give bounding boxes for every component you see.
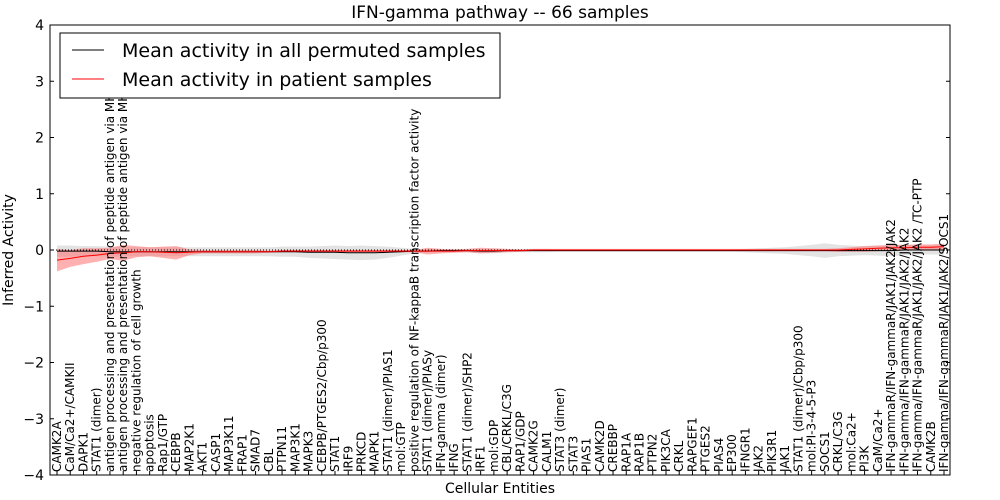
x-tick-label: STAT1 (dimer)/PIASy xyxy=(421,350,435,472)
x-tick-label: positive regulation of NF-kappaB transcr… xyxy=(407,109,421,472)
y-tick-label: 3 xyxy=(35,74,44,90)
x-tick-label: STAT3 (dimer) xyxy=(553,388,567,472)
plot-frame xyxy=(49,24,951,476)
x-tick-label: PIK3R1 xyxy=(765,430,779,472)
x-tick-label: CBL/CRKL/C3G xyxy=(500,384,514,472)
x-tick-label: mol:GDP xyxy=(487,420,501,472)
x-tick-label: apoptosis xyxy=(143,414,157,472)
x-tick-label: AKT1 xyxy=(196,442,210,472)
x-tick-label: CBL xyxy=(262,448,276,472)
x-tick-label: IFN-gammaR/IFN-gammaR/JAK1/JAK2/JAK2 xyxy=(884,219,898,472)
y-tick-label: 0 xyxy=(35,243,44,259)
x-tick-label: MAP2K1 xyxy=(182,423,196,472)
x-tick-label: antigen processing and presentation of p… xyxy=(103,43,117,472)
x-tick-label: CaM/Ca2+/CAMKII xyxy=(63,363,77,472)
x-tick-label: STAT3 xyxy=(566,436,580,472)
x-tick-label: negative regulation of cell growth xyxy=(129,269,143,472)
x-tick-label: CEBPB xyxy=(169,432,183,472)
x-tick-label: JAK2 xyxy=(752,445,766,473)
legend: Mean activity in all permuted samples Mea… xyxy=(59,32,501,99)
x-tick-label: Rap1/GTP xyxy=(156,414,170,472)
legend-label-permuted: Mean activity in all permuted samples xyxy=(122,40,485,62)
x-tick-label: antigen processing and presentation of p… xyxy=(116,43,130,472)
x-tick-label: PI3K xyxy=(858,445,872,472)
x-tick-label: CaM/Ca2+ xyxy=(871,408,885,472)
x-tick-label: PIAS4 xyxy=(712,438,726,472)
x-tick-label: PIK3CA xyxy=(659,428,673,472)
x-axis-label: Cellular Entities xyxy=(445,481,555,497)
x-tick-label: IFNGR1 xyxy=(738,427,752,472)
x-tick-label: PIAS1 xyxy=(580,438,594,472)
y-tick-label: −4 xyxy=(23,468,44,484)
series-line-patient xyxy=(56,246,945,261)
x-tick-label: MAPK3 xyxy=(302,431,316,472)
x-tick-label: STAT1 (dimer) xyxy=(90,388,104,472)
x-tick-label: IFN-gamma/IFN-gammaR/JAK1/JAK2/SOCS1 xyxy=(937,214,951,472)
x-tick-labels: CAMK2A CaM/Ca2+/CAMKII DAPK1 STAT1 (dimer) a… xyxy=(50,43,951,475)
y-tick-label: 2 xyxy=(35,131,44,147)
series-lines xyxy=(50,246,950,261)
y-tick-label: 1 xyxy=(35,187,44,203)
y-tick-label: −2 xyxy=(23,356,44,372)
x-tick-label: IFN-gamma (dimer) xyxy=(434,354,448,472)
y-tick-label: 4 xyxy=(35,18,44,34)
x-tick-label: PTPN2 xyxy=(646,434,660,472)
x-tick-label: RAP1B xyxy=(633,433,647,472)
x-tick-label: IFN-gamma/IFN-gammaR/JAK1/JAK2/JAK2 xyxy=(897,227,911,472)
x-tick-label: CAMK2B xyxy=(924,421,938,472)
x-tick-label: CASP1 xyxy=(209,433,223,472)
x-tick-label: CEBPB/PTGES2/Cbp/p300 xyxy=(315,319,329,472)
x-tick-label: IRF1 xyxy=(474,446,488,472)
y-tick-label: −3 xyxy=(23,412,44,428)
x-tick-label: mol:GTP xyxy=(394,422,408,472)
x-tick-label: STAT1 (dimer)/PIAS1 xyxy=(381,349,395,472)
x-tick-label: PRKCD xyxy=(355,432,369,472)
x-tick-label: STAT1 xyxy=(328,436,342,472)
x-tick-label: DAPK1 xyxy=(77,432,91,472)
y-tick-label: −1 xyxy=(23,299,44,315)
x-tick-label: FRAP1 xyxy=(235,434,249,472)
x-tick-label: EP300 xyxy=(725,434,739,472)
legend-label-patient: Mean activity in patient samples xyxy=(122,69,432,91)
x-tick-label: CAMK2D xyxy=(593,420,607,472)
x-tick-label: SOCS1 xyxy=(818,431,832,472)
y-axis: −4 −3 −2 −1 0 1 2 3 4 xyxy=(23,18,950,484)
legend-box xyxy=(59,32,501,99)
x-tick-label: JAK1 xyxy=(778,445,792,473)
x-tick-label: MAP3K1 xyxy=(288,423,302,472)
x-tick-label: IRF9 xyxy=(341,446,355,472)
x-tick-label: SMAD7 xyxy=(249,429,263,472)
x-tick-label: CRKL/C3G xyxy=(831,411,845,472)
x-tick-label: RAPGEF1 xyxy=(686,417,700,472)
y-axis-label: Inferred Activity xyxy=(1,194,17,306)
x-tick-label: mol:PI-3-4-5-P3 xyxy=(805,380,819,472)
x-tick-label: CREBBP xyxy=(606,424,620,472)
x-tick-label: MAP3K11 xyxy=(222,415,236,472)
x-tick-label: STAT1 (dimer)/Cbp/p300 xyxy=(791,325,805,472)
x-tick-label: MAPK1 xyxy=(368,431,382,472)
x-tick-label: IFNG xyxy=(447,443,461,472)
x-tick-label: RAP1A xyxy=(619,432,633,472)
x-tick-label: PTPN11 xyxy=(275,426,289,472)
chart-title: IFN-gamma pathway -- 66 samples xyxy=(351,3,649,23)
x-tick-label: CALM1 xyxy=(540,431,554,472)
x-tick-label: PTGES2 xyxy=(699,425,713,472)
x-tick-label: IFN-gamma/IFN-gammaR/JAK1/JAK2/JAK2 /TC-… xyxy=(911,178,925,472)
x-tick-label: RAP1/GDP xyxy=(513,411,527,472)
x-tick-label: STAT1 (dimer)/SHP2 xyxy=(460,352,474,472)
x-tick-label: CAMK2G xyxy=(527,420,541,472)
x-tick-label: CRKL xyxy=(672,440,686,472)
x-tick-label: CAMK2A xyxy=(50,421,64,472)
x-tick-label: mol:Ca2+ xyxy=(844,412,858,472)
